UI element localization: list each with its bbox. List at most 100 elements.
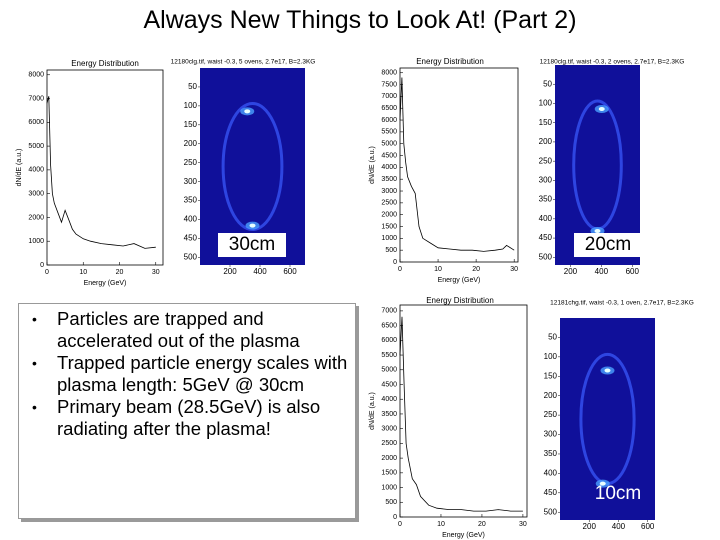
image-y-tick-label: 50 [548, 333, 557, 342]
y-tick-label: 2500 [381, 200, 397, 207]
image-caption: 12181chg.tif, waist -0.3, 1 oven, 2.7e17… [550, 300, 694, 307]
x-tick-label: 0 [45, 269, 49, 276]
beam-spot [249, 223, 256, 228]
y-tick-label: 5000 [28, 143, 44, 150]
y-tick-label: 3000 [28, 191, 44, 198]
y-axis-label: dN/dE (a.u.) [369, 392, 376, 430]
bullet-box: Particles are trapped and accelerated ou… [18, 303, 356, 519]
beam-image [200, 68, 305, 265]
x-tick-label: 30 [152, 269, 160, 276]
x-tick-label: 20 [478, 521, 486, 528]
image-y-tick-label: 100 [539, 99, 553, 108]
y-tick-label: 2000 [381, 455, 397, 462]
image-y-tick-label: 350 [184, 196, 198, 205]
y-tick-label: 3000 [381, 188, 397, 195]
image-y-tick-label: 350 [539, 195, 553, 204]
energy-curve [46, 96, 156, 249]
x-tick-label: 10 [434, 266, 442, 273]
image-y-tick-label: 400 [544, 468, 558, 477]
image-caption: 12180clg.tif, waist -0.3, 2 ovens, 2.7e1… [540, 59, 685, 66]
label-backdrop [218, 233, 286, 257]
label-backdrop [574, 233, 642, 257]
y-tick-label: 5000 [381, 141, 397, 148]
y-tick-label: 1500 [381, 470, 397, 477]
y-tick-label: 3500 [381, 411, 397, 418]
image-y-tick-label: 50 [188, 82, 197, 91]
image-y-tick-label: 300 [184, 177, 198, 186]
length-label: 30cm [229, 234, 275, 255]
plot-title: Energy Distribution [426, 296, 494, 305]
y-tick-label: 5500 [381, 129, 397, 136]
beam-spot [598, 107, 605, 111]
y-tick-label: 3500 [381, 176, 397, 183]
image-y-tick-label: 400 [539, 214, 553, 223]
image-y-tick-label: 250 [539, 156, 553, 165]
image-x-tick-label: 600 [626, 267, 640, 276]
y-tick-label: 1500 [381, 223, 397, 230]
beam-spot [244, 109, 251, 114]
image-y-tick-label: 100 [184, 101, 198, 110]
y-tick-label: 6000 [381, 337, 397, 344]
y-tick-label: 5000 [381, 367, 397, 374]
length-label: 10cm [595, 483, 641, 504]
plot-frame [46, 69, 164, 266]
y-tick-label: 7000 [381, 308, 397, 315]
beam-spot [599, 481, 606, 486]
x-tick-label: 10 [437, 521, 445, 528]
image-x-tick-label: 600 [283, 267, 297, 276]
image-y-tick-label: 300 [539, 175, 553, 184]
image-x-tick-label: 200 [564, 267, 578, 276]
image-x-tick-label: 200 [583, 522, 597, 531]
image-y-tick-label: 50 [543, 79, 552, 88]
y-tick-label: 4500 [381, 152, 397, 159]
energy-curve [399, 77, 515, 252]
image-x-tick-label: 200 [223, 267, 237, 276]
image-y-tick-label: 150 [184, 120, 198, 129]
plot-title: Energy Distribution [416, 57, 484, 66]
y-tick-label: 1000 [28, 238, 44, 245]
image-x-tick-label: 600 [641, 522, 655, 531]
beam-spot [604, 368, 611, 373]
y-tick-label: 6000 [381, 117, 397, 124]
y-tick-label: 2500 [381, 440, 397, 447]
image-y-tick-label: 200 [539, 137, 553, 146]
image-y-tick-label: 100 [544, 352, 558, 361]
bullet: Trapped particle energy scales with plas… [19, 352, 353, 396]
bullet: Particles are trapped and accelerated ou… [19, 308, 353, 352]
x-tick-label: 30 [510, 266, 518, 273]
y-tick-label: 0 [393, 514, 397, 521]
y-tick-label: 0 [393, 259, 397, 266]
y-tick-label: 7000 [28, 95, 44, 102]
image-y-tick-label: 500 [184, 253, 198, 262]
image-y-tick-label: 400 [184, 215, 198, 224]
image-y-tick-label: 300 [544, 430, 558, 439]
length-label: 20cm [585, 234, 631, 255]
image-x-tick-label: 400 [253, 267, 267, 276]
image-y-tick-label: 450 [544, 488, 558, 497]
image-caption: 12180clg.tif, waist -0.3, 5 ovens, 2.7e1… [171, 59, 316, 66]
plot-frame [399, 67, 519, 263]
y-tick-label: 5500 [381, 352, 397, 359]
x-axis-label: Energy (GeV) [84, 280, 127, 287]
y-tick-label: 6500 [381, 322, 397, 329]
image-y-tick-label: 250 [184, 158, 198, 167]
image-y-tick-label: 150 [544, 371, 558, 380]
y-tick-label: 3000 [381, 426, 397, 433]
y-tick-label: 4500 [381, 381, 397, 388]
image-y-tick-label: 150 [539, 118, 553, 127]
y-tick-label: 4000 [381, 396, 397, 403]
image-y-tick-label: 500 [544, 507, 558, 516]
y-tick-label: 500 [385, 499, 397, 506]
image-y-tick-label: 200 [184, 139, 198, 148]
y-tick-label: 2000 [381, 212, 397, 219]
y-tick-label: 6000 [28, 119, 44, 126]
image-y-tick-label: 450 [184, 234, 198, 243]
y-tick-label: 7000 [381, 93, 397, 100]
y-axis-label: dN/dE (a.u.) [369, 146, 376, 184]
y-tick-label: 8000 [381, 70, 397, 77]
y-tick-label: 1000 [381, 235, 397, 242]
x-tick-label: 20 [116, 269, 124, 276]
image-y-tick-label: 450 [539, 233, 553, 242]
